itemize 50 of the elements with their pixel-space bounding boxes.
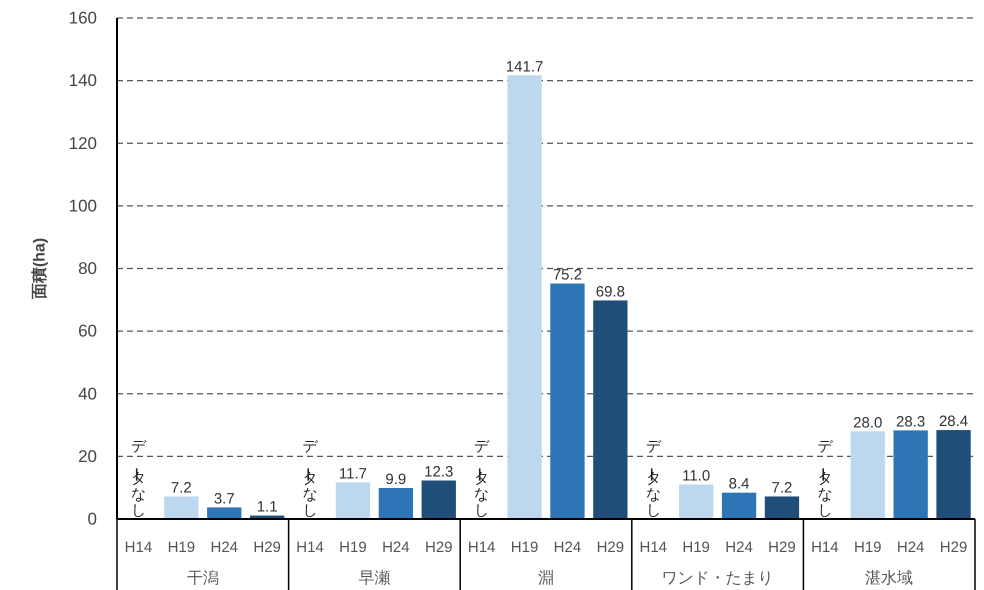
data-label: 28.3 [896, 413, 926, 430]
y-axis-title: 面積(ha) [30, 238, 48, 300]
text: H19 [854, 539, 882, 556]
text: H14 [124, 539, 152, 556]
text: H29 [940, 539, 968, 556]
text: H14 [468, 539, 496, 556]
y-tick-label: 60 [78, 322, 97, 341]
text: H19 [339, 539, 367, 556]
text: H14 [811, 539, 839, 556]
data-label: 141.7 [506, 58, 544, 76]
x-tick-label: 早瀬 [358, 569, 390, 587]
data-label: 7.2 [170, 479, 192, 496]
text: H24 [896, 539, 924, 556]
y-tick-label: 160 [68, 8, 97, 28]
data-label: 9.9 [385, 471, 406, 488]
data-label: 3.7 [214, 490, 235, 508]
x-tick-label: 湛水域 [865, 569, 914, 587]
text: H24 [725, 539, 753, 556]
data-label: 8.4 [728, 476, 750, 493]
x-tick-label: ワンド・たまり [662, 570, 774, 587]
series-label: H29 [253, 539, 281, 556]
y-tick-label: 0 [88, 510, 97, 528]
x-tick-label: 干潟 [186, 570, 219, 587]
text: H29 [424, 539, 453, 556]
series-label: H24 [210, 539, 238, 556]
y-tick-label: 40 [78, 384, 97, 404]
data-label: 12.3 [424, 463, 454, 480]
y-tick-label: 140 [68, 71, 97, 90]
series-label: H19 [168, 539, 196, 556]
text: H24 [554, 539, 582, 556]
text: H29 [768, 539, 796, 556]
data-label: 75.2 [552, 266, 582, 284]
data-label: 7.2 [772, 479, 792, 496]
y-tick-label: 100 [68, 196, 97, 216]
y-tick-label: 120 [68, 134, 97, 153]
text: H19 [510, 539, 538, 556]
data-label: 11.7 [338, 465, 367, 482]
x-tick-label: 淵 [538, 569, 554, 587]
data-label: 69.8 [596, 283, 625, 300]
data-label: 28.4 [938, 413, 968, 430]
text: H24 [382, 539, 410, 556]
data-label: 28.0 [853, 414, 882, 432]
text: H19 [682, 539, 710, 556]
y-tick-label: 80 [78, 259, 97, 278]
y-tick-label: 20 [78, 446, 97, 466]
text: H14 [639, 539, 668, 556]
data-label: 1.1 [256, 498, 278, 516]
text: H29 [596, 539, 624, 556]
data-label: 11.0 [682, 468, 710, 485]
text: H14 [296, 539, 324, 556]
